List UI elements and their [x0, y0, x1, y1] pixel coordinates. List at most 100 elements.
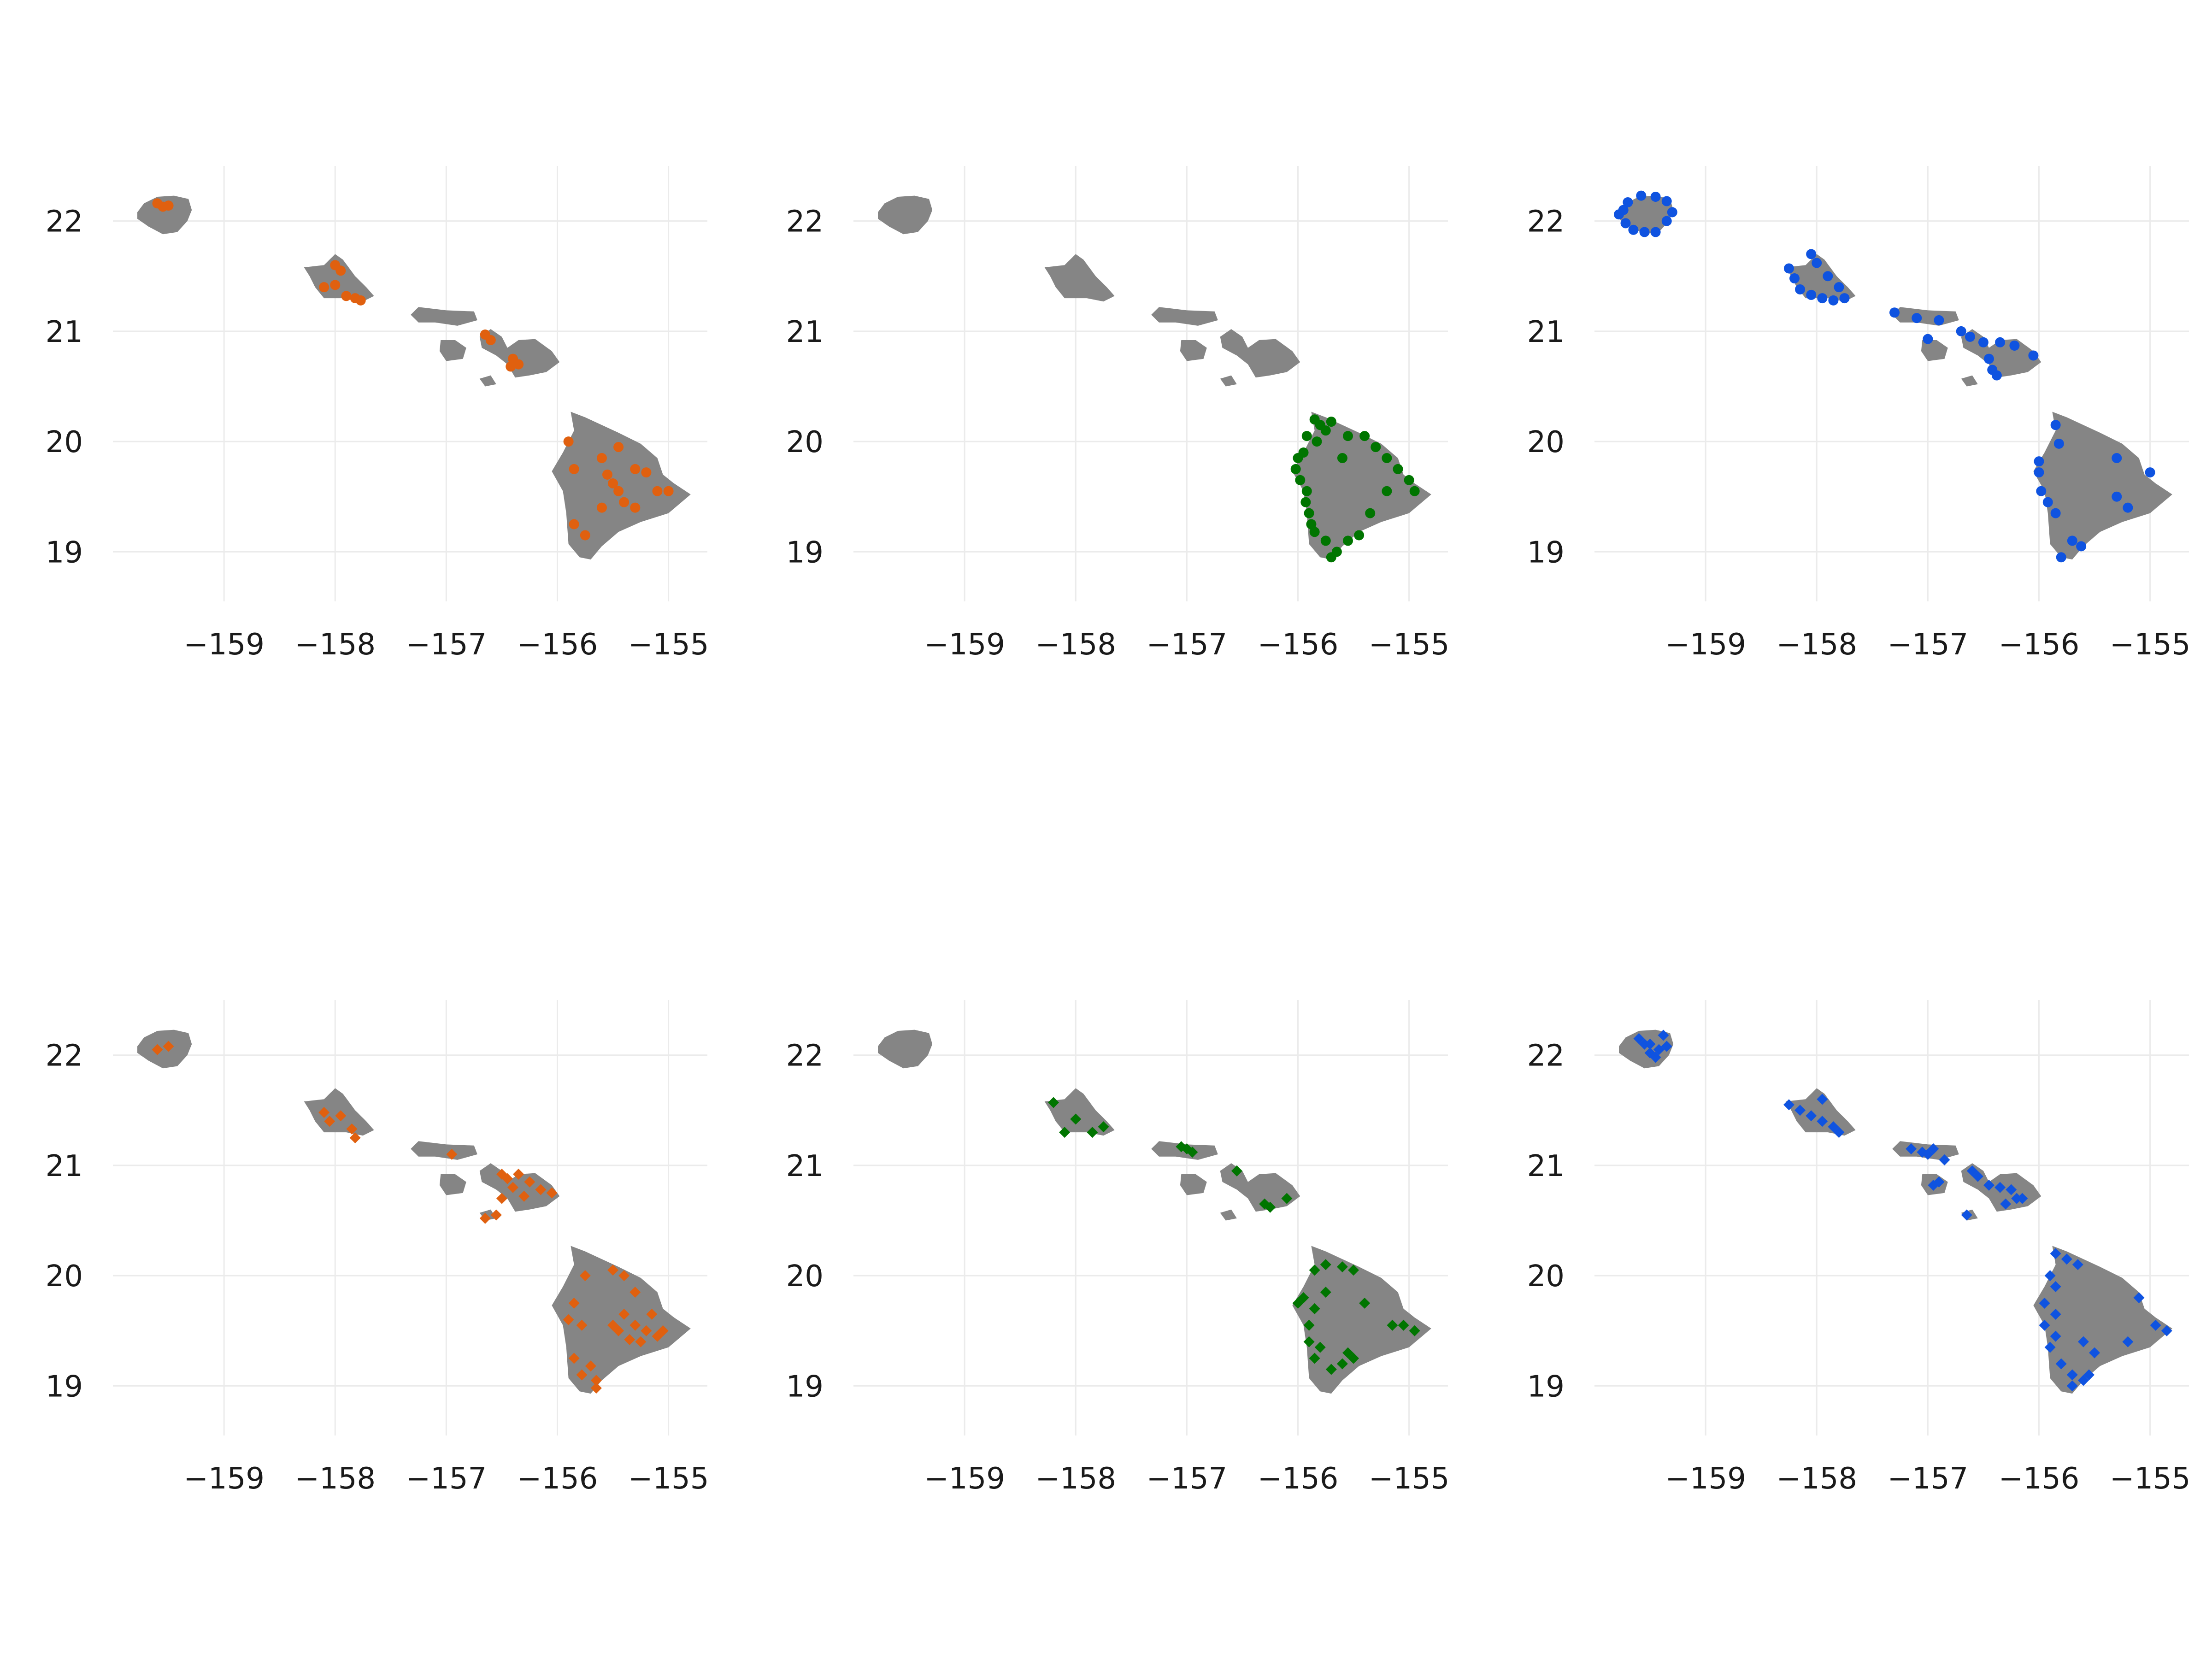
data-point	[1348, 1353, 1359, 1364]
data-point	[569, 464, 579, 474]
data-point	[2061, 1253, 2072, 1265]
data-point	[2083, 1369, 2094, 1381]
data-point	[2123, 502, 2133, 513]
data-point	[1298, 1292, 1309, 1303]
x-tick-label: −157	[1146, 628, 1227, 662]
island-hawaii	[1292, 1246, 1431, 1394]
data-point	[1923, 334, 1933, 344]
y-tick-label: 20	[46, 425, 83, 459]
x-tick-label: −155	[2110, 628, 2191, 662]
data-point	[619, 497, 629, 507]
data-point	[1048, 1097, 1059, 1108]
data-point	[1983, 1179, 1994, 1191]
data-point	[341, 291, 352, 301]
data-point	[1995, 337, 2006, 347]
island-kahoolawe	[1220, 1209, 1237, 1221]
data-point	[1301, 486, 1312, 496]
data-point	[2050, 1308, 2061, 1320]
data-point	[1972, 1171, 1983, 1182]
data-point	[535, 1184, 547, 1195]
data-point	[490, 1209, 502, 1221]
data-point	[1303, 1319, 1315, 1331]
data-point	[335, 265, 346, 276]
island-niihau	[85, 219, 107, 246]
island-kahoolawe	[479, 375, 496, 387]
data-point	[652, 1330, 663, 1342]
data-point	[1382, 486, 1392, 496]
x-tick-label: −158	[1776, 1462, 1857, 1496]
data-point	[1628, 224, 1639, 235]
data-point	[1320, 1286, 1331, 1298]
data-point	[1326, 417, 1336, 427]
x-tick-label: −159	[924, 1462, 1005, 1496]
data-point	[657, 1325, 669, 1336]
data-point	[1336, 1358, 1348, 1370]
data-point	[1320, 1259, 1331, 1271]
y-tick-label: 20	[1527, 425, 1565, 459]
data-point	[1342, 1347, 1353, 1359]
data-point	[1259, 1198, 1271, 1210]
y-tick-label: 21	[46, 1149, 83, 1183]
data-point	[1309, 1353, 1320, 1364]
data-point	[1817, 1116, 1828, 1127]
island-land-layer	[85, 1030, 691, 1394]
data-point	[496, 1169, 507, 1180]
y-tick-label: 19	[786, 1370, 824, 1404]
data-point	[1342, 431, 1353, 441]
data-point	[1309, 1303, 1320, 1314]
data-point	[2050, 420, 2061, 430]
data-point	[1306, 519, 1317, 529]
data-point	[624, 1334, 635, 1345]
x-tick-label: −159	[924, 628, 1005, 662]
data-point	[2044, 1270, 2056, 1282]
data-point	[1309, 527, 1320, 537]
x-tick-label: −155	[2110, 1462, 2191, 1496]
island-niihau	[85, 1053, 107, 1080]
data-point	[1823, 271, 1833, 282]
data-point	[1639, 227, 1650, 237]
data-point	[630, 464, 641, 474]
data-point-layer	[1614, 190, 2155, 563]
data-point	[1371, 442, 1381, 453]
x-tick-label: −156	[1999, 1462, 2080, 1496]
x-tick-label: −158	[1035, 1462, 1116, 1496]
x-tick-label: −158	[1776, 628, 1857, 662]
x-tick-label: −157	[406, 628, 487, 662]
data-point	[2112, 491, 2122, 502]
data-point	[1933, 1176, 1945, 1188]
y-tick-label: 21	[1527, 315, 1565, 349]
data-point	[1404, 475, 1414, 485]
data-point	[349, 1132, 361, 1144]
data-point	[576, 1369, 588, 1381]
island-hawaii	[2033, 1246, 2172, 1394]
data-point	[2161, 1325, 2172, 1336]
data-point	[335, 1110, 347, 1122]
y-tick-label: 19	[46, 1370, 83, 1404]
data-point	[2067, 535, 2077, 546]
data-point	[1917, 1147, 1928, 1158]
island-land-layer	[878, 195, 1431, 560]
data-point	[1650, 227, 1661, 237]
island-molokai	[411, 1141, 477, 1160]
data-point	[1817, 293, 1828, 304]
data-point	[1956, 326, 1966, 336]
y-tick-label: 19	[1527, 535, 1565, 570]
data-point	[1312, 436, 1322, 447]
data-point	[446, 1148, 458, 1160]
data-point	[2039, 1297, 2050, 1309]
data-point	[1290, 464, 1301, 474]
data-point	[1667, 207, 1677, 218]
data-point-layer	[1048, 1097, 1420, 1375]
data-point	[319, 282, 329, 293]
data-point	[602, 469, 612, 480]
map-panel-3: −159 −158 −157 −156 −155 19 20 21 22	[1527, 166, 2191, 662]
data-point	[1794, 1105, 1806, 1116]
data-point	[2039, 1319, 2050, 1331]
data-point	[1618, 205, 1629, 215]
data-point	[1833, 1127, 1845, 1138]
data-point	[2145, 467, 2155, 478]
data-point	[496, 1193, 507, 1204]
data-point	[1087, 1127, 1098, 1138]
island-kauai	[137, 1030, 192, 1069]
data-point	[518, 1190, 530, 1202]
